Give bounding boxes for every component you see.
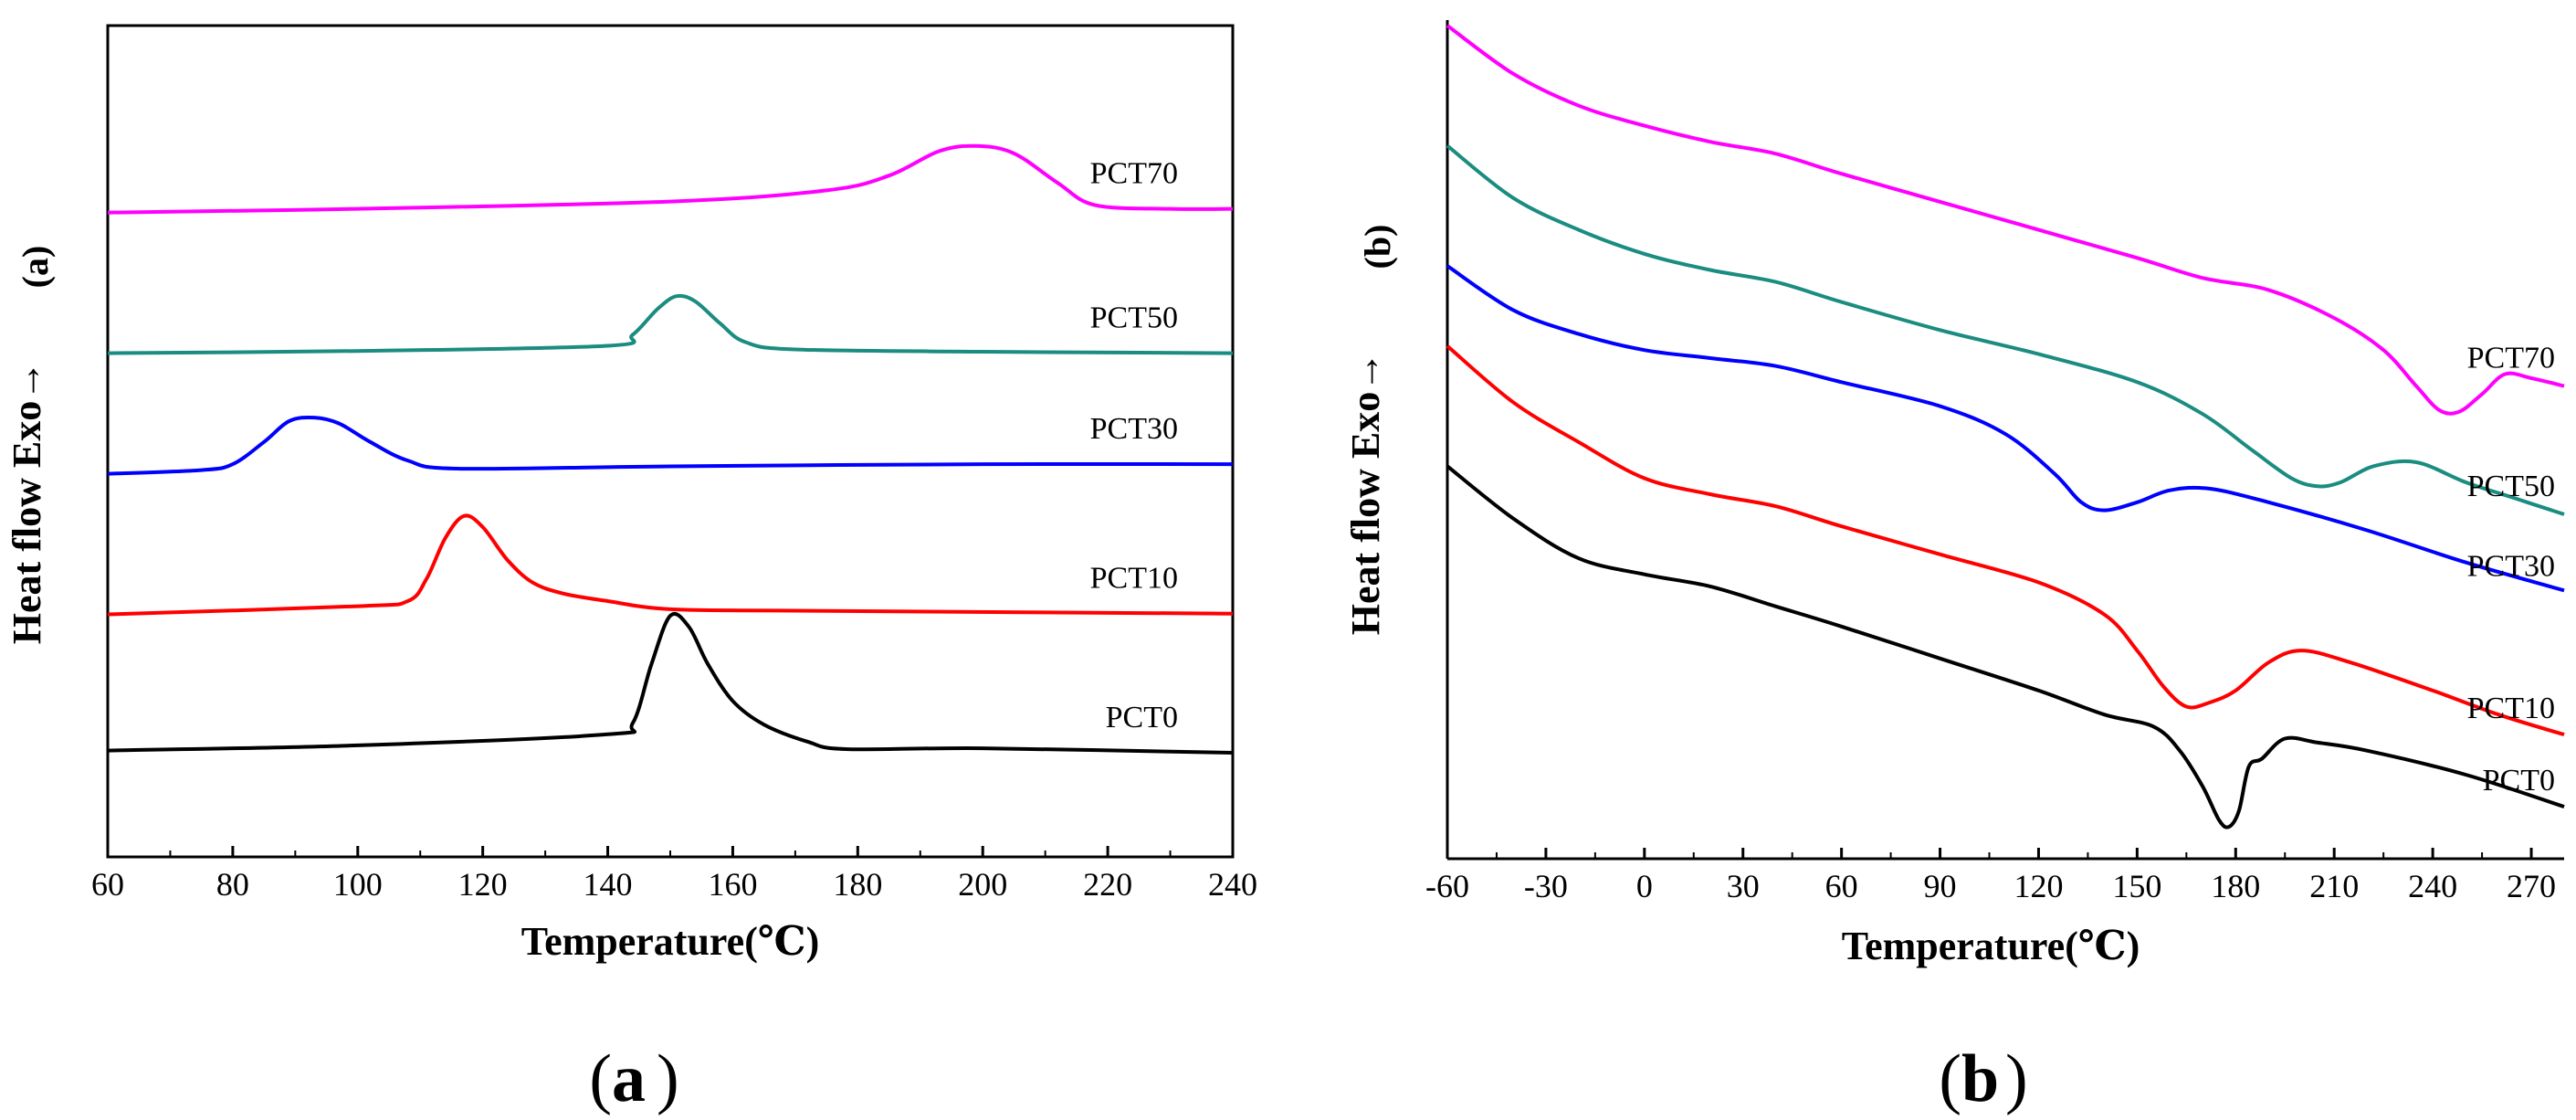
x-tick-label-b-5: 90 [1924,868,1957,904]
svg-text:): ) [2005,1041,2028,1116]
series-line-b-pct30 [1446,264,2565,593]
y-axis-title-a: Heat flow Exo→ [5,361,49,644]
caption-b: ( b ) [1939,1041,2027,1116]
x-tick-label-a-6: 180 [833,866,882,903]
x-tick-label-a-3: 120 [458,866,508,903]
series-line-a-pct70 [107,143,1234,215]
x-tick-label-a-8: 220 [1083,866,1132,903]
series-line-b-pct70 [1446,24,2565,416]
y-axis-title-b: Heat flow Exo→ [1343,352,1388,635]
series-labels-b: PCT70 PCT50 PCT30 PCT10 PCT0 [2467,342,2555,798]
x-tick-label-b-9: 210 [2309,868,2359,904]
series-labels-a: PCT70 PCT50 PCT30 PCT10 PCT0 [1090,157,1178,734]
caption-b-letter: b [1961,1041,1999,1116]
x-tick-label-b-3: 30 [1727,868,1760,904]
x-tick-label-a-1: 80 [216,866,249,903]
x-tick-label-b-7: 150 [2112,868,2161,904]
chart-panel-a: 60 80 100 120 140 160 180 200 220 240 PCT70PCT50P… [5,24,1257,964]
svg-text:(: ( [1939,1041,1961,1116]
x-tick-label-a-9: 240 [1208,866,1257,903]
x-tick-labels-b: -60 -30 0 30 60 90 120 150 180 210 240 270 [1425,868,2556,904]
x-tick-label-b-11: 270 [2507,868,2556,904]
x-axis-title-a: Temperature(℃) [521,919,819,964]
x-tick-label-b-2: 0 [1636,868,1653,904]
series-label-b-pct0: PCT0 [2483,764,2555,798]
x-tick-label-a-2: 100 [333,866,383,903]
x-tick-label-b-10: 240 [2408,868,2457,904]
series-line-a-pct0 [107,611,1234,755]
x-axis-title-b: Temperature(℃) [1842,924,2140,968]
svg-text:): ) [657,1041,679,1116]
series-line-a-pct10 [107,513,1234,617]
series-line-a-pct50 [107,293,1234,355]
caption-a: ( a ) [589,1041,678,1116]
series-b [1446,24,2565,829]
series-line-b-pct10 [1446,344,2565,737]
x-ticks-a [106,846,1235,857]
series-line-b-pct0 [1446,464,2565,829]
plot-frame-a [106,24,1235,859]
svg-text:(: ( [589,1041,612,1116]
x-tick-label-a-7: 200 [958,866,1007,903]
series-line-b-pct50 [1446,144,2565,516]
x-tick-label-b-1: -30 [1524,868,1568,904]
series-label-a-pct10: PCT10 [1090,562,1178,596]
series-line-a-pct30 [107,415,1234,476]
series-label-a-pct50: PCT50 [1090,301,1178,335]
x-tick-label-b-0: -60 [1425,868,1469,904]
series-label-b-pct10: PCT10 [2467,692,2555,725]
x-tick-label-b-6: 120 [2013,868,2063,904]
panel-tag-a: (a) [15,246,56,289]
series-label-a-pct0: PCT0 [1106,701,1178,734]
panel-tag-b: (b) [1357,225,1398,269]
series-a [107,143,1234,755]
series-label-a-pct70: PCT70 [1090,157,1178,191]
x-tick-label-b-4: 60 [1825,868,1858,904]
x-ticks-b [1446,848,2533,859]
x-tick-label-a-4: 140 [584,866,633,903]
series-label-b-pct50: PCT50 [2467,470,2555,503]
series-label-b-pct70: PCT70 [2467,342,2555,375]
x-tick-label-a-5: 160 [708,866,757,903]
series-label-b-pct30: PCT30 [2467,549,2555,583]
chart-panel-b: -60 -30 0 30 60 90 120 150 180 210 240 270 PCT70PCT… [1343,20,2565,968]
x-tick-label-b-8: 180 [2211,868,2260,904]
x-tick-label-a-0: 60 [91,866,124,903]
caption-a-letter: a [612,1041,646,1116]
series-label-a-pct30: PCT30 [1090,412,1178,446]
x-tick-labels-a: 60 80 100 120 140 160 180 200 220 240 [91,866,1257,903]
